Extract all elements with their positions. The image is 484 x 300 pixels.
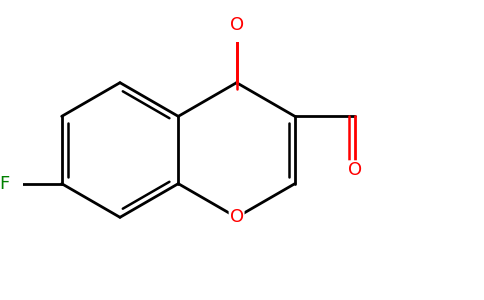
Text: O: O (348, 161, 363, 179)
Text: O: O (229, 16, 243, 34)
Text: O: O (229, 208, 243, 226)
Text: F: F (0, 175, 10, 193)
